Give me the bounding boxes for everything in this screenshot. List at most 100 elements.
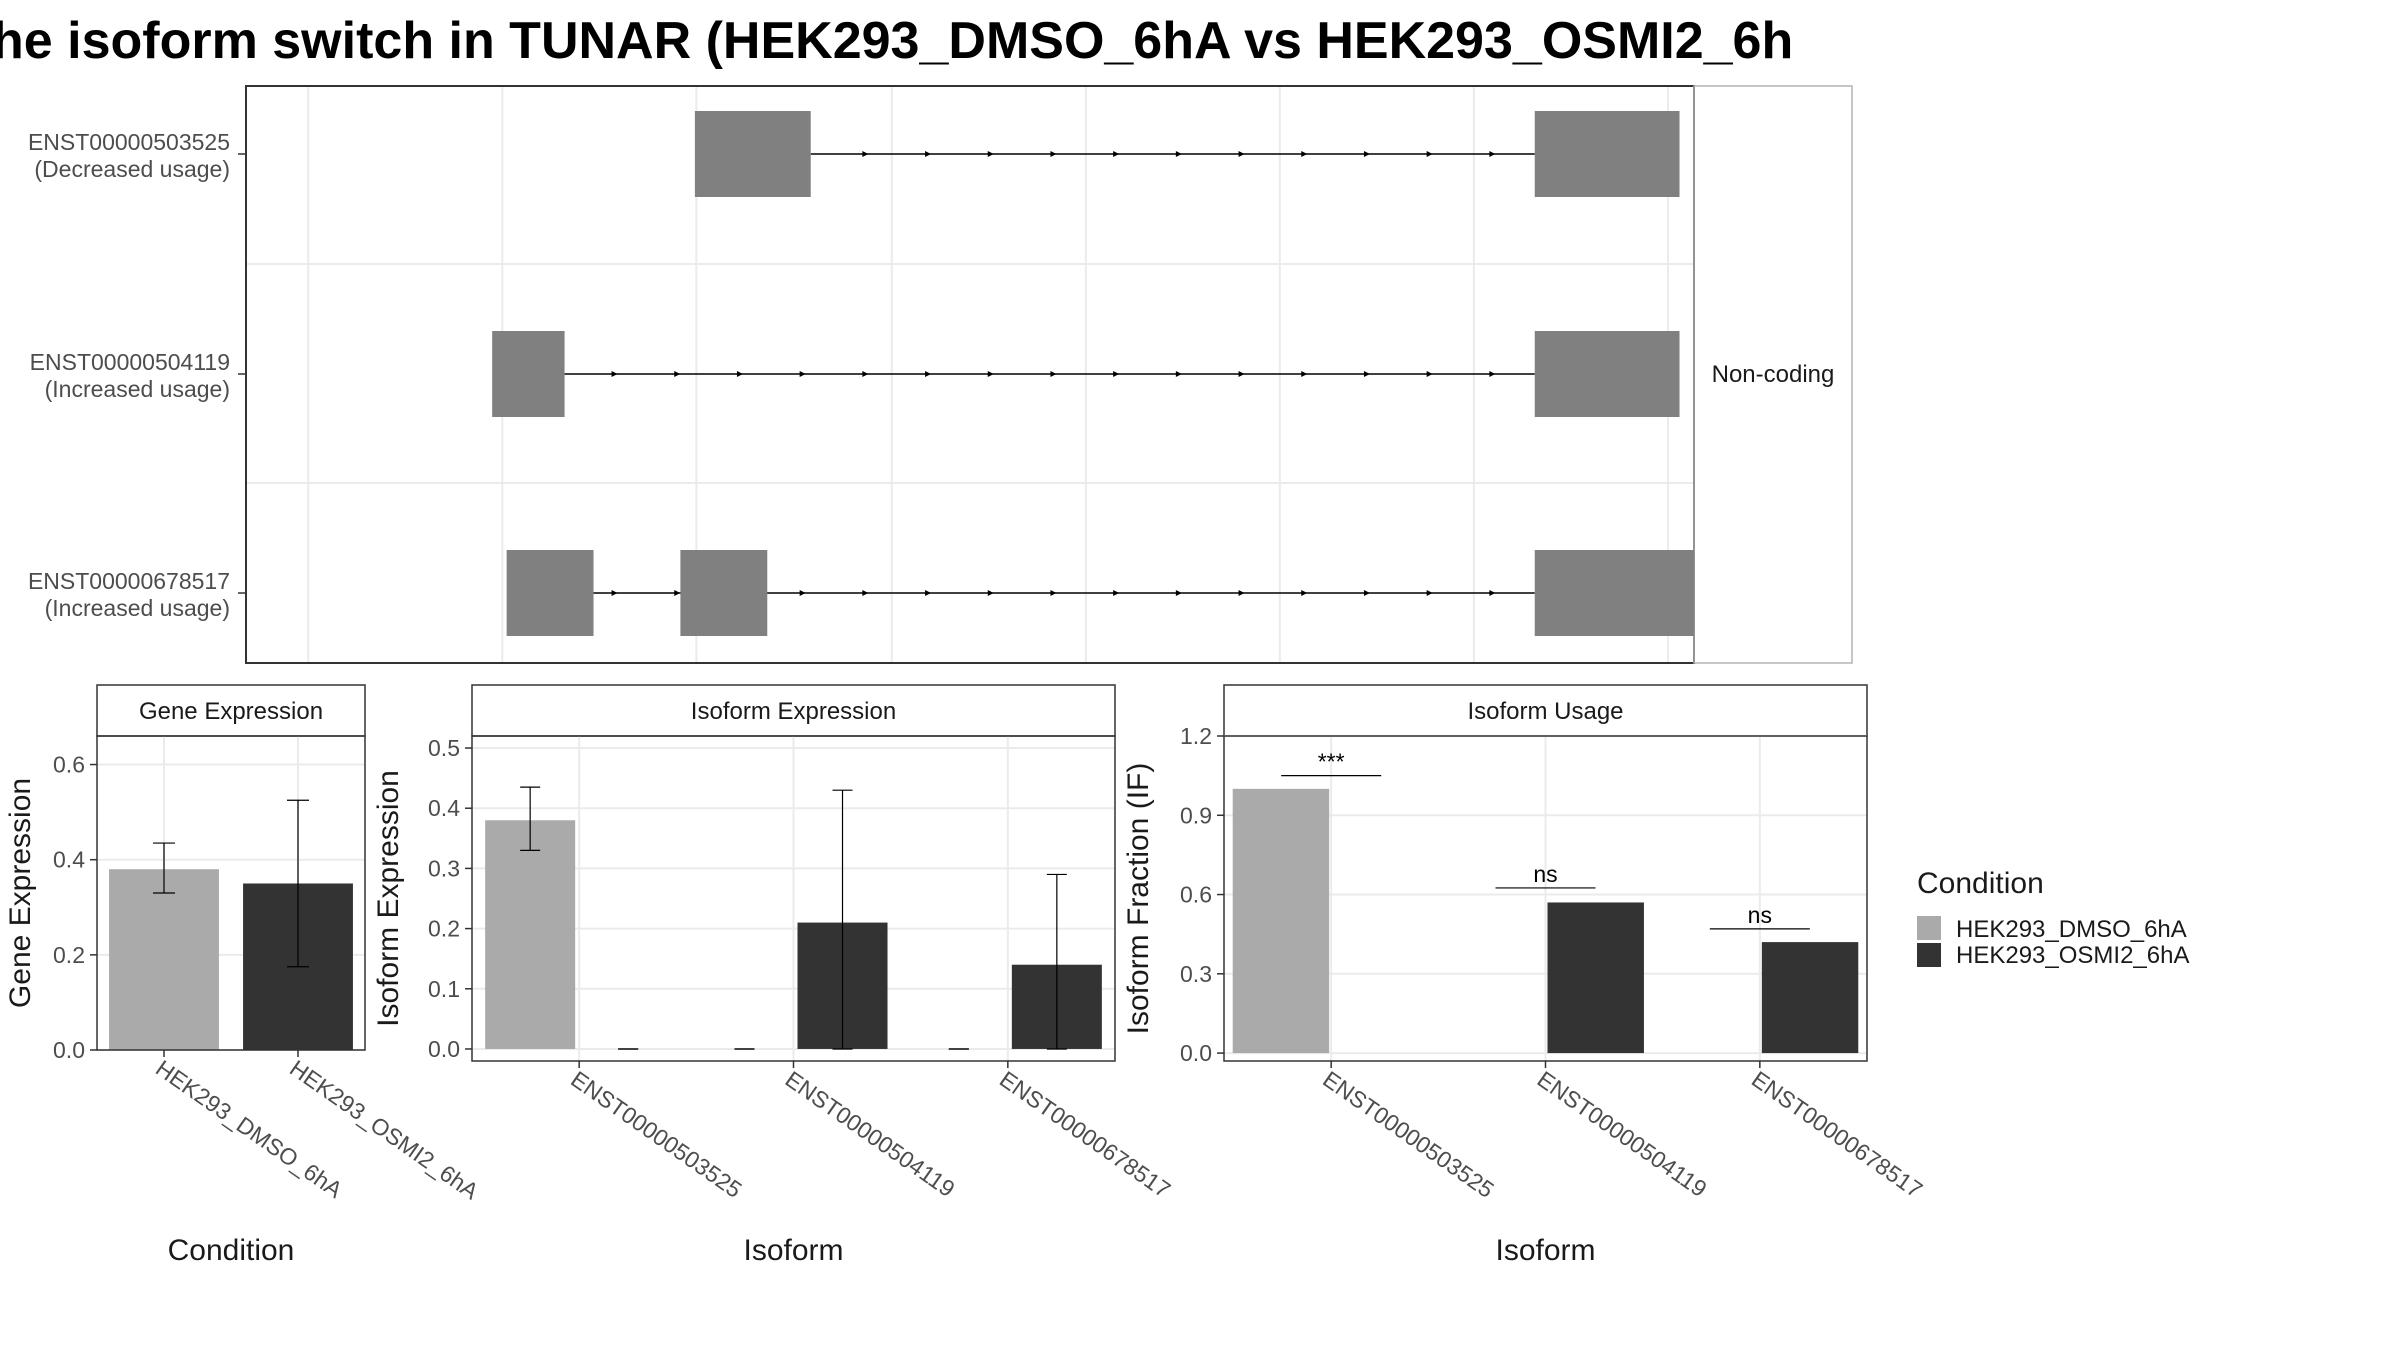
- strand-arrow: [987, 151, 994, 157]
- strand-arrow: [1113, 371, 1120, 377]
- gene-structure-panel: Non-coding ENST00000503525(Decreased usag…: [28, 85, 1853, 664]
- gene-expression-panel: Gene Expression0.00.20.40.6HEK293_DMSO_6…: [4, 684, 484, 1267]
- y-tick-label: 0.4: [428, 795, 460, 821]
- exon-block: [680, 550, 768, 636]
- strand-arrow: [1050, 151, 1057, 157]
- strand-arrow: [1238, 590, 1245, 596]
- strand-arrow: [1363, 590, 1370, 596]
- y-tick-label: 0.6: [53, 752, 85, 778]
- x-tick-label: ENST00000678517: [995, 1066, 1175, 1203]
- x-axis-title: Isoform: [743, 1234, 843, 1267]
- transcript-id-label: ENST00000678517: [28, 568, 230, 594]
- panel-title: Gene Expression: [139, 698, 323, 725]
- exon-block: [506, 550, 594, 636]
- strand-arrow: [1489, 371, 1496, 377]
- strand-arrow: [611, 590, 618, 596]
- legend-swatch-osmi2: [1917, 943, 1941, 967]
- bar: [1547, 902, 1644, 1054]
- y-tick-label: 0.9: [1180, 802, 1212, 828]
- strand-arrow: [1301, 590, 1308, 596]
- legend-title: Condition: [1917, 867, 2044, 900]
- strand-arrow: [1113, 151, 1120, 157]
- transcript-id-label: ENST00000504119: [30, 349, 230, 375]
- panel-strip: [96, 684, 366, 737]
- y-tick-label: 0.0: [53, 1037, 85, 1063]
- transcript-usage-label: (Increased usage): [45, 595, 230, 621]
- x-tick-label: ENST00000678517: [1747, 1066, 1927, 1203]
- isoform-usage-panel: Isoform Usage 0.0 0.3 0.6 0.9 1.2 *** ns ns ENST0…: [1122, 684, 1927, 1267]
- isoform-expression-panel: Isoform Expression 0.0 0.1 0.2 0.3 0.4 0.5 ENST…: [372, 684, 1175, 1267]
- y-tick-label: 1.2: [1180, 723, 1212, 749]
- x-tick-label: ENST00000504119: [781, 1066, 960, 1202]
- y-tick-label: 0.6: [1180, 882, 1212, 908]
- strand-arrow: [1175, 590, 1182, 596]
- strand-arrow: [1301, 151, 1308, 157]
- strand-arrow: [736, 371, 743, 377]
- panel-frame: [1223, 735, 1868, 1062]
- x-tick-label: ENST00000503525: [1318, 1066, 1498, 1203]
- strand-arrow: [1238, 371, 1245, 377]
- panel-frame: [471, 735, 1116, 1062]
- exon-block: [694, 111, 811, 197]
- y-axis-title: Gene Expression: [4, 778, 37, 1008]
- significance-label: ns: [1748, 902, 1772, 928]
- strand-arrow: [1050, 371, 1057, 377]
- strand-arrow: [799, 371, 806, 377]
- panel-strip: [471, 684, 1116, 737]
- y-tick-label: 0.2: [53, 942, 85, 968]
- y-tick-label: 0.0: [428, 1036, 460, 1062]
- y-tick-label: 0.0: [1180, 1040, 1212, 1066]
- strand-arrow: [925, 151, 932, 157]
- transcript-usage-label: (Increased usage): [45, 376, 230, 402]
- y-axis-title: Isoform Expression: [372, 770, 405, 1027]
- strand-arrow: [925, 590, 932, 596]
- legend-swatch-dmso: [1917, 916, 1941, 940]
- strand-arrow: [1301, 371, 1308, 377]
- strand-arrow: [987, 371, 994, 377]
- strand-arrow: [1489, 151, 1496, 157]
- strand-arrow: [674, 590, 681, 596]
- transcript-usage-label: (Decreased usage): [34, 156, 230, 182]
- x-axis-title: Isoform: [1495, 1234, 1595, 1267]
- exon-block: [1534, 550, 1694, 636]
- strand-arrow: [674, 371, 681, 377]
- y-tick-label: 0.2: [428, 916, 460, 942]
- legend-label-dmso: HEK293_DMSO_6hA: [1956, 916, 2187, 943]
- bar: [485, 820, 576, 1049]
- strand-arrow: [1113, 590, 1120, 596]
- y-tick-label: 0.3: [428, 855, 460, 881]
- strand-arrow: [1426, 590, 1433, 596]
- strand-arrow: [1426, 371, 1433, 377]
- strand-arrow: [987, 590, 994, 596]
- x-tick-label: ENST00000504119: [1533, 1066, 1712, 1202]
- strand-arrow: [611, 371, 618, 377]
- exon-block: [1534, 331, 1680, 417]
- panel-strip: [1223, 684, 1868, 737]
- strand-arrow: [1489, 590, 1496, 596]
- y-tick-label: 0.3: [1180, 961, 1212, 987]
- facet-label: Non-coding: [1712, 361, 1835, 388]
- strand-arrow: [1363, 151, 1370, 157]
- strand-arrow: [1175, 151, 1182, 157]
- strand-arrow: [925, 371, 932, 377]
- transcript-id-label: ENST00000503525: [28, 129, 230, 155]
- panel-title: Isoform Usage: [1467, 698, 1623, 725]
- strand-arrow: [862, 590, 869, 596]
- legend-label-osmi2: HEK293_OSMI2_6hA: [1956, 942, 2189, 969]
- y-axis-title: Isoform Fraction (IF): [1122, 763, 1155, 1035]
- exon-block: [492, 331, 565, 417]
- strand-arrow: [799, 590, 806, 596]
- panel-title: Isoform Expression: [691, 698, 896, 725]
- significance-label: ns: [1533, 861, 1557, 887]
- y-tick-label: 0.5: [428, 735, 460, 761]
- strand-arrow: [1175, 371, 1182, 377]
- strand-arrow: [1238, 151, 1245, 157]
- y-tick-label: 0.1: [428, 976, 460, 1002]
- x-axis-title: Condition: [168, 1234, 295, 1267]
- strand-arrow: [1363, 371, 1370, 377]
- y-tick-label: 0.4: [53, 847, 85, 873]
- facet-strip: [1693, 85, 1853, 664]
- strand-arrow: [862, 151, 869, 157]
- bar: [109, 869, 219, 1050]
